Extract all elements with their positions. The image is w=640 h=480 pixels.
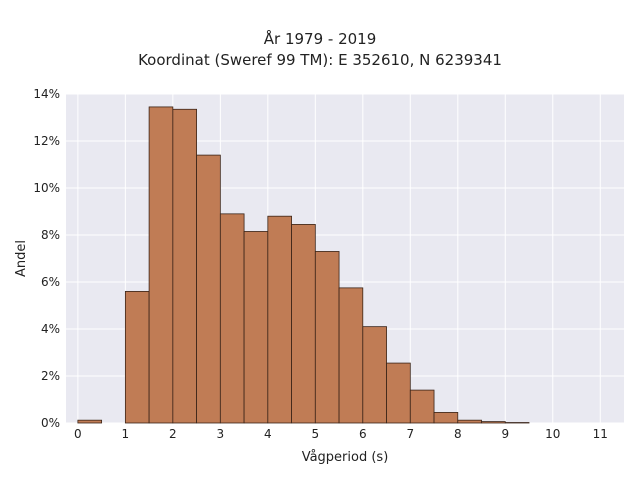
x-tick-label: 2	[169, 427, 177, 441]
histogram-bar	[267, 215, 292, 424]
histogram-bar	[409, 389, 435, 424]
histogram-bar	[433, 412, 459, 424]
y-tick-label: 0%	[41, 416, 60, 430]
y-tick-label: 4%	[41, 322, 60, 336]
x-tick-label: 6	[359, 427, 367, 441]
x-tick-label: 9	[501, 427, 509, 441]
chart-title-line-2: Koordinat (Sweref 99 TM): E 352610, N 62…	[138, 51, 502, 69]
y-tick-label: 14%	[33, 87, 60, 101]
histogram-bar	[362, 326, 387, 424]
histogram-bar	[77, 419, 103, 424]
chart-title-line-1: År 1979 - 2019	[263, 30, 377, 48]
histogram-bar	[196, 154, 221, 424]
y-tick-label: 10%	[33, 181, 60, 195]
histogram-bar	[148, 106, 174, 424]
histogram-bar	[172, 108, 197, 424]
x-axis-ticks: 0 1 2 3 4 5 6 7 8 9 10 11	[74, 427, 608, 441]
x-tick-label: 0	[74, 427, 82, 441]
histogram-bar	[291, 224, 316, 424]
histogram-bar	[243, 231, 269, 424]
x-tick-label: 8	[454, 427, 462, 441]
histogram-bars	[77, 106, 530, 424]
histogram-bar	[124, 290, 150, 424]
y-tick-label: 6%	[41, 275, 60, 289]
histogram-bar	[219, 213, 245, 424]
x-tick-label: 4	[264, 427, 272, 441]
y-tick-label: 12%	[33, 134, 60, 148]
x-axis-label: Vågperiod (s)	[302, 450, 389, 465]
histogram-bar	[386, 362, 411, 424]
histogram-bar	[457, 419, 482, 424]
histogram-bar	[314, 251, 340, 424]
y-tick-label: 2%	[41, 369, 60, 383]
y-tick-label: 8%	[41, 228, 60, 242]
x-tick-label: 3	[217, 427, 225, 441]
x-tick-label: 11	[593, 427, 608, 441]
x-tick-label: 1	[122, 427, 130, 441]
x-tick-label: 7	[406, 427, 414, 441]
y-axis-ticks: 0% 2% 4% 6% 8% 10% 12% 14%	[33, 87, 60, 430]
x-tick-label: 5	[311, 427, 319, 441]
histogram-bar	[481, 421, 506, 424]
histogram-bar	[338, 287, 364, 424]
x-tick-label: 10	[545, 427, 560, 441]
y-axis-label: Andel	[14, 240, 29, 277]
